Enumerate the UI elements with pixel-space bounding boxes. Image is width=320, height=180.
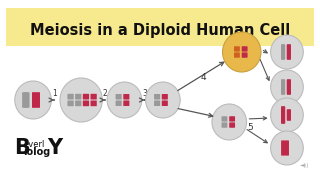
FancyBboxPatch shape [287, 79, 291, 95]
FancyBboxPatch shape [93, 100, 97, 106]
FancyBboxPatch shape [237, 52, 240, 58]
FancyBboxPatch shape [6, 8, 314, 46]
FancyBboxPatch shape [287, 44, 291, 60]
FancyBboxPatch shape [123, 100, 127, 106]
FancyBboxPatch shape [281, 44, 285, 60]
FancyBboxPatch shape [232, 122, 235, 128]
FancyBboxPatch shape [232, 116, 235, 122]
FancyBboxPatch shape [281, 79, 285, 95]
Text: 2: 2 [103, 89, 108, 98]
FancyBboxPatch shape [244, 46, 248, 51]
FancyBboxPatch shape [287, 109, 291, 121]
FancyBboxPatch shape [118, 100, 122, 106]
FancyBboxPatch shape [281, 106, 285, 124]
Circle shape [107, 82, 142, 118]
FancyBboxPatch shape [281, 79, 285, 95]
FancyBboxPatch shape [237, 46, 240, 51]
FancyBboxPatch shape [36, 92, 40, 108]
Text: B: B [14, 138, 30, 158]
FancyBboxPatch shape [22, 92, 27, 108]
FancyBboxPatch shape [123, 94, 127, 100]
Circle shape [146, 82, 180, 118]
FancyBboxPatch shape [281, 106, 285, 124]
FancyBboxPatch shape [32, 92, 36, 108]
FancyBboxPatch shape [234, 46, 237, 51]
FancyBboxPatch shape [234, 52, 237, 58]
FancyBboxPatch shape [86, 100, 89, 106]
FancyBboxPatch shape [91, 94, 94, 100]
FancyBboxPatch shape [25, 92, 29, 108]
FancyBboxPatch shape [78, 100, 81, 106]
FancyBboxPatch shape [78, 94, 81, 100]
FancyBboxPatch shape [75, 94, 78, 100]
FancyBboxPatch shape [162, 94, 165, 100]
FancyBboxPatch shape [118, 94, 122, 100]
Text: everl: everl [23, 140, 45, 149]
FancyBboxPatch shape [281, 140, 285, 156]
Circle shape [222, 32, 261, 72]
FancyBboxPatch shape [68, 94, 71, 100]
FancyBboxPatch shape [242, 52, 245, 58]
FancyBboxPatch shape [68, 100, 71, 106]
Text: 3: 3 [142, 89, 147, 98]
FancyBboxPatch shape [157, 94, 160, 100]
FancyBboxPatch shape [154, 94, 157, 100]
Circle shape [271, 98, 303, 132]
FancyBboxPatch shape [25, 92, 29, 108]
Text: Y: Y [47, 138, 63, 158]
FancyBboxPatch shape [242, 46, 245, 51]
FancyBboxPatch shape [70, 94, 74, 100]
Text: ◄)): ◄)) [300, 163, 310, 168]
FancyBboxPatch shape [116, 94, 119, 100]
Text: iolog: iolog [23, 147, 51, 157]
FancyBboxPatch shape [164, 94, 168, 100]
Text: 5: 5 [248, 123, 253, 132]
FancyBboxPatch shape [70, 100, 74, 106]
Circle shape [271, 35, 303, 69]
FancyBboxPatch shape [126, 100, 129, 106]
FancyBboxPatch shape [116, 100, 119, 106]
FancyBboxPatch shape [224, 122, 227, 128]
FancyBboxPatch shape [281, 44, 285, 60]
FancyBboxPatch shape [162, 100, 165, 106]
Circle shape [212, 104, 246, 140]
FancyBboxPatch shape [244, 52, 248, 58]
FancyBboxPatch shape [75, 100, 78, 106]
FancyBboxPatch shape [287, 79, 291, 95]
FancyBboxPatch shape [83, 94, 86, 100]
FancyBboxPatch shape [86, 94, 89, 100]
FancyBboxPatch shape [224, 116, 227, 122]
Circle shape [60, 78, 102, 122]
Text: Meiosis in a Diploid Human Cell: Meiosis in a Diploid Human Cell [30, 22, 290, 37]
FancyBboxPatch shape [126, 94, 129, 100]
FancyBboxPatch shape [221, 116, 225, 122]
Text: 4: 4 [200, 73, 206, 82]
FancyBboxPatch shape [287, 109, 291, 121]
FancyBboxPatch shape [83, 100, 86, 106]
FancyBboxPatch shape [91, 100, 94, 106]
FancyBboxPatch shape [93, 94, 97, 100]
FancyBboxPatch shape [287, 44, 291, 60]
Circle shape [271, 70, 303, 104]
FancyBboxPatch shape [164, 100, 168, 106]
FancyBboxPatch shape [32, 92, 36, 108]
FancyBboxPatch shape [285, 140, 289, 156]
FancyBboxPatch shape [154, 100, 157, 106]
FancyBboxPatch shape [229, 116, 232, 122]
Circle shape [15, 81, 51, 119]
FancyBboxPatch shape [157, 100, 160, 106]
FancyBboxPatch shape [221, 122, 225, 128]
Circle shape [271, 131, 303, 165]
FancyBboxPatch shape [36, 92, 40, 108]
FancyBboxPatch shape [22, 92, 27, 108]
Text: 1: 1 [52, 89, 57, 98]
FancyBboxPatch shape [229, 122, 232, 128]
